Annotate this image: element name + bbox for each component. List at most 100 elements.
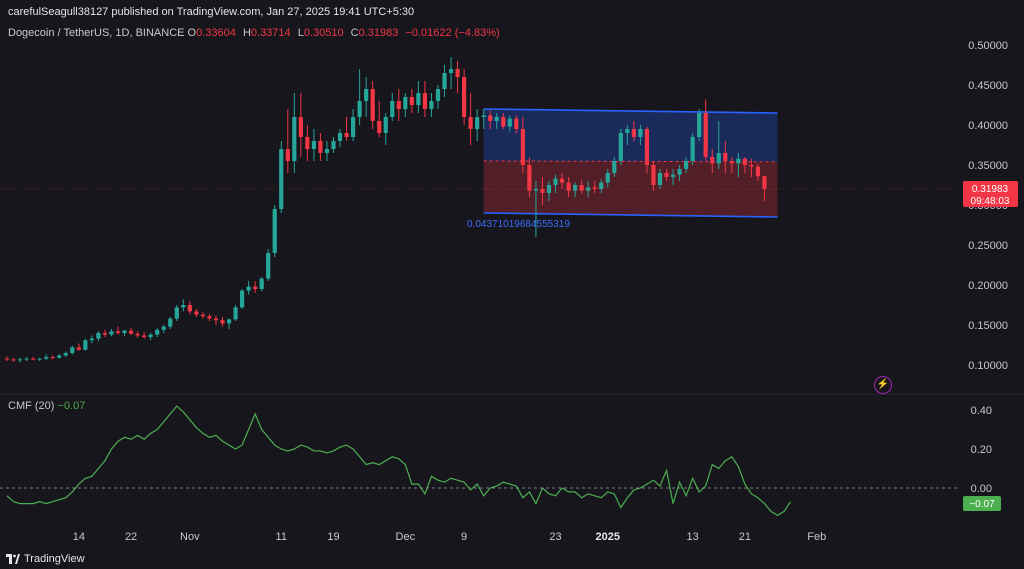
candle — [749, 158, 754, 177]
candle-body — [357, 101, 362, 117]
candle-body — [684, 161, 689, 169]
candle-body — [579, 185, 584, 191]
candle — [422, 81, 428, 117]
symbol-name[interactable]: Dogecoin / TetherUS, 1D, BINANCE — [8, 27, 185, 39]
candle — [11, 357, 16, 362]
candle — [377, 101, 382, 137]
candle-body — [448, 69, 454, 73]
candle — [729, 157, 734, 173]
candle — [670, 169, 676, 185]
channel-upper-line — [483, 108, 778, 114]
open-label: O — [187, 27, 197, 39]
lightning-icon[interactable]: ⚡ — [874, 376, 892, 394]
candle — [364, 77, 369, 117]
candle — [272, 205, 277, 257]
candle-body — [442, 73, 447, 89]
time-tick-label: 2025 — [596, 531, 620, 543]
candle-body — [122, 330, 127, 333]
candle-body — [31, 358, 36, 360]
candle — [390, 93, 395, 121]
candle — [396, 89, 401, 121]
candle — [599, 179, 604, 193]
candle-body — [4, 358, 10, 360]
candle-body — [755, 166, 761, 177]
cmf-line — [6, 405, 792, 516]
candle-body — [181, 305, 186, 308]
candle — [716, 121, 721, 169]
candle — [553, 174, 558, 193]
symbol-legend: Dogecoin / TetherUS, 1D, BINANCE O0.3360… — [8, 27, 504, 39]
candle — [181, 299, 186, 312]
candle — [239, 289, 245, 309]
candle — [409, 89, 414, 113]
candle-body — [559, 178, 565, 183]
time-tick-label: Nov — [180, 531, 200, 543]
candle — [520, 117, 525, 173]
candle-body — [501, 117, 506, 127]
candle — [625, 125, 630, 145]
candle — [63, 351, 68, 357]
candle-body — [383, 117, 388, 133]
price-tick-label: 0.20000 — [968, 280, 1008, 292]
candle-body — [305, 137, 310, 149]
time-tick-label: 9 — [461, 531, 467, 543]
pane-separator[interactable] — [0, 394, 1024, 395]
cmf-legend[interactable]: CMF (20) −0.07 — [8, 400, 85, 412]
candle — [546, 181, 552, 201]
candle-body — [403, 97, 408, 109]
candle-body — [566, 182, 571, 191]
candle — [514, 115, 519, 133]
candle-body — [239, 290, 245, 308]
cmf-tick-label: 0.20 — [971, 444, 992, 456]
footer: TradingView — [6, 553, 85, 565]
candle — [4, 356, 10, 361]
candle-body — [475, 117, 480, 129]
candle — [677, 165, 682, 181]
candle — [324, 141, 330, 161]
tradingview-logo-icon — [6, 554, 20, 564]
candle-body — [455, 69, 460, 77]
candle — [383, 113, 388, 145]
price-tick-label: 0.45000 — [968, 80, 1008, 92]
candle-body — [344, 133, 349, 137]
low-value: 0.30510 — [303, 27, 344, 39]
candle-body — [350, 117, 356, 137]
candle-body — [592, 187, 597, 189]
candle — [566, 177, 571, 197]
candle-body — [729, 161, 734, 164]
candle — [70, 345, 75, 355]
cmf-name: CMF (20) — [8, 400, 55, 412]
price-tick-label: 0.40000 — [968, 120, 1008, 132]
candle — [109, 329, 114, 337]
candle-body — [161, 326, 166, 330]
candle — [344, 117, 349, 141]
candle-body — [370, 89, 375, 121]
candle — [442, 65, 447, 97]
candle-body — [507, 118, 512, 127]
candle — [194, 309, 199, 317]
candle-body — [664, 173, 669, 177]
candle — [448, 57, 454, 89]
candle — [122, 329, 127, 337]
candle — [142, 332, 147, 339]
candle — [24, 357, 29, 361]
candle-body — [488, 115, 493, 121]
candle-body — [128, 330, 134, 334]
candle-body — [70, 347, 75, 353]
candle — [710, 149, 715, 173]
candle-body — [494, 117, 499, 121]
candle — [494, 113, 499, 129]
candle-body — [409, 97, 414, 105]
candle-body — [468, 117, 473, 129]
candle-body — [76, 347, 81, 350]
price-badge: 0.31983 09:48:03 — [963, 181, 1018, 207]
candle — [370, 81, 375, 129]
candle — [337, 129, 343, 148]
candle-body — [246, 286, 251, 291]
candle-body — [89, 338, 94, 341]
candle — [226, 318, 232, 329]
candle — [462, 69, 467, 125]
candle-body — [651, 165, 656, 185]
